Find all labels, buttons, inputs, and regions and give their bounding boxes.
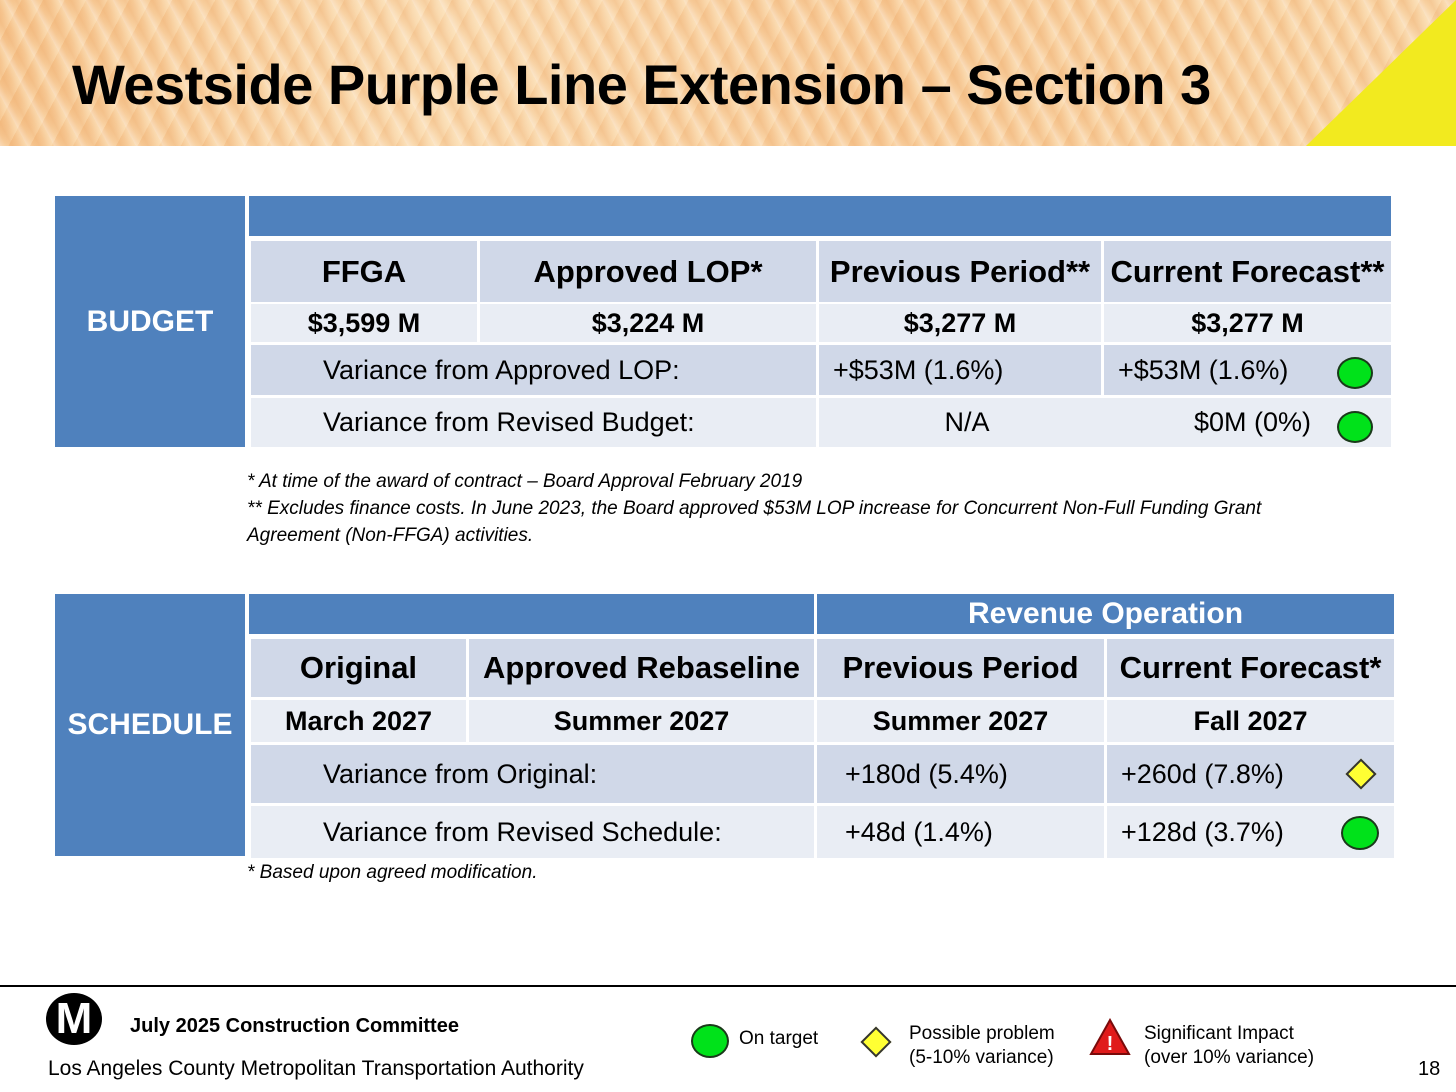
committee-label: July 2025 Construction Committee: [130, 1015, 459, 1037]
budget-note-2: ** Excludes finance costs. In June 2023,…: [247, 498, 1262, 519]
schedule-variance-original-current: +260d (7.8%): [1107, 745, 1394, 803]
budget-value-ffga: $3,599 M: [251, 304, 477, 342]
warning-symbol: !: [1107, 1033, 1114, 1055]
red-triangle-icon: !: [1089, 1018, 1131, 1055]
budget-variance-lop-previous: +$53M (1.6%): [819, 345, 1101, 395]
budget-value-current-forecast: $3,277 M: [1104, 304, 1391, 342]
legend-possible-problem-line1: Possible problem: [909, 1023, 1055, 1044]
page-number: 18: [1418, 1058, 1441, 1080]
agency-name: Los Angeles County Metropolitan Transpor…: [48, 1057, 584, 1080]
schedule-variance-revised-previous: +48d (1.4%): [817, 806, 1104, 858]
schedule-value-original: March 2027: [251, 700, 466, 742]
legend-possible-problem: Possible problem (5-10% variance): [909, 1022, 1055, 1070]
green-circle-icon: [691, 1024, 729, 1058]
schedule-variance-original-label: Variance from Original:: [251, 745, 814, 803]
budget-header-approved-lop: Approved LOP*: [480, 241, 816, 302]
title-banner: Westside Purple Line Extension – Section…: [0, 0, 1456, 146]
schedule-header-original: Original: [251, 639, 466, 697]
yellow-corner-accent: [1306, 0, 1456, 146]
budget-note-3: Agreement (Non-FFGA) activities.: [247, 525, 534, 546]
schedule-value-approved-rebaseline: Summer 2027: [469, 700, 814, 742]
on-target-status-icon: [1337, 357, 1373, 389]
legend-possible-problem-line2: (5-10% variance): [909, 1047, 1054, 1068]
on-target-status-icon: [1337, 411, 1373, 443]
budget-value-previous-period: $3,277 M: [819, 304, 1101, 342]
legend-significant-impact-line1: Significant Impact: [1144, 1023, 1294, 1044]
budget-footnotes: * At time of the award of contract – Boa…: [247, 468, 1397, 549]
budget-variance-revised-previous: N/A: [819, 398, 1115, 447]
schedule-value-previous-period: Summer 2027: [817, 700, 1104, 742]
budget-header-ffga: FFGA: [251, 241, 477, 302]
page-title: Westside Purple Line Extension – Section…: [72, 53, 1211, 116]
legend-on-target: On target: [739, 1028, 819, 1049]
budget-note-1: * At time of the award of contract – Boa…: [247, 471, 803, 492]
schedule-header-previous-period: Previous Period: [817, 639, 1104, 697]
on-target-status-icon: [1341, 816, 1379, 850]
budget-header-previous-period: Previous Period**: [819, 241, 1101, 302]
budget-label: BUDGET: [55, 196, 245, 447]
budget-variance-revised-label: Variance from Revised Budget:: [251, 398, 816, 447]
revenue-operation-header: Revenue Operation: [817, 594, 1394, 634]
schedule-value-current-forecast: Fall 2027: [1107, 700, 1394, 742]
footer-divider: [0, 985, 1456, 987]
schedule-footnote: * Based upon agreed modification.: [247, 862, 538, 883]
legend-significant-impact-line2: (over 10% variance): [1144, 1047, 1315, 1068]
metro-logo-icon: M: [46, 993, 102, 1045]
yellow-diamond-icon: [860, 1026, 892, 1058]
budget-value-approved-lop: $3,224 M: [480, 304, 816, 342]
schedule-top-band: [249, 594, 814, 634]
schedule-header-current-forecast: Current Forecast*: [1107, 639, 1394, 697]
legend-significant-impact: Significant Impact (over 10% variance): [1144, 1022, 1314, 1070]
schedule-variance-original-previous: +180d (5.4%): [817, 745, 1104, 803]
schedule-label: SCHEDULE: [55, 594, 245, 856]
schedule-header-approved-rebaseline: Approved Rebaseline: [469, 639, 814, 697]
budget-header-current-forecast: Current Forecast**: [1104, 241, 1391, 302]
budget-top-band: [249, 196, 1391, 236]
schedule-variance-revised-label: Variance from Revised Schedule:: [251, 806, 814, 858]
budget-variance-lop-label: Variance from Approved LOP:: [251, 345, 816, 395]
